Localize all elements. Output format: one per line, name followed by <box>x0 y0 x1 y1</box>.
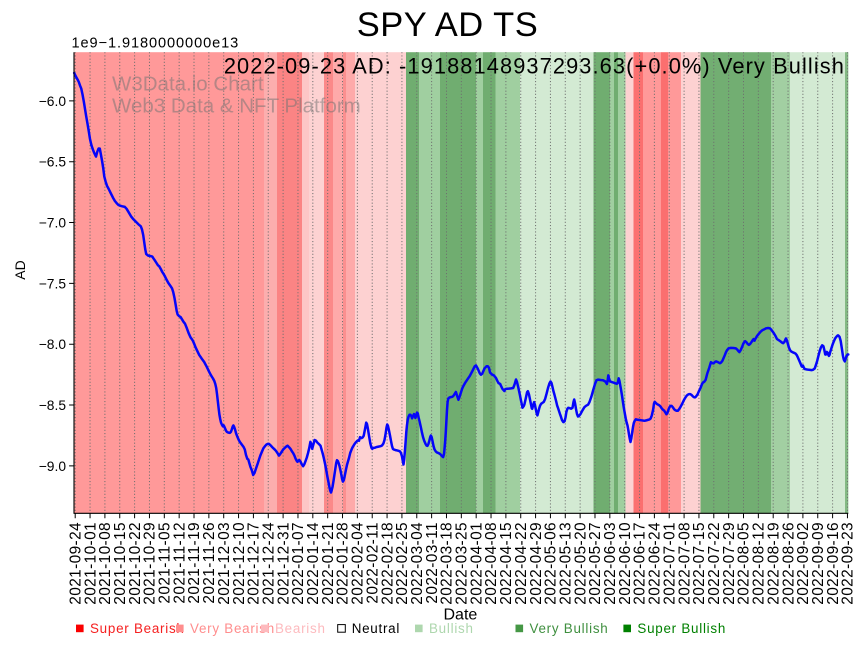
svg-text:−8.5: −8.5 <box>39 398 67 413</box>
svg-text:2022-06-17: 2022-06-17 <box>632 522 649 605</box>
svg-text:2022-08-12: 2022-08-12 <box>751 522 768 605</box>
svg-text:2022-03-04: 2022-03-04 <box>409 522 426 605</box>
svg-text:2022-06-10: 2022-06-10 <box>617 522 634 605</box>
svg-text:Bullish: Bullish <box>429 621 474 636</box>
svg-text:−7.0: −7.0 <box>39 216 67 231</box>
svg-text:Bearish: Bearish <box>275 621 326 636</box>
svg-text:Super Bullish: Super Bullish <box>637 621 726 636</box>
svg-text:2022-03-18: 2022-03-18 <box>439 522 456 605</box>
svg-text:2022-03-25: 2022-03-25 <box>454 522 471 605</box>
svg-text:2022-02-11: 2022-02-11 <box>364 522 381 604</box>
svg-text:W3Data.io Chart: W3Data.io Chart <box>112 72 264 95</box>
svg-text:Very Bullish: Very Bullish <box>530 621 609 636</box>
svg-text:2022-02-25: 2022-02-25 <box>394 522 411 605</box>
svg-text:2022-05-27: 2022-05-27 <box>587 522 604 605</box>
svg-text:2021-11-05: 2021-11-05 <box>157 522 174 604</box>
svg-text:2022-09-16: 2022-09-16 <box>825 522 842 605</box>
svg-text:2022-04-15: 2022-04-15 <box>498 522 515 605</box>
svg-text:2022-07-15: 2022-07-15 <box>691 522 708 605</box>
svg-text:2021-10-22: 2021-10-22 <box>127 522 144 605</box>
svg-text:2021-12-31: 2021-12-31 <box>275 522 292 605</box>
svg-text:2022-08-19: 2022-08-19 <box>765 522 782 605</box>
svg-text:−6.0: −6.0 <box>39 94 67 109</box>
svg-text:−8.0: −8.0 <box>39 337 67 352</box>
svg-text:−6.5: −6.5 <box>39 155 67 170</box>
svg-text:2021-10-01: 2021-10-01 <box>82 522 99 605</box>
svg-text:2022-06-24: 2022-06-24 <box>647 522 664 605</box>
svg-text:2021-10-29: 2021-10-29 <box>142 522 159 605</box>
svg-text:2021-12-24: 2021-12-24 <box>260 522 277 605</box>
svg-text:2022-05-13: 2022-05-13 <box>557 522 574 605</box>
svg-text:2022-04-01: 2022-04-01 <box>468 522 485 605</box>
svg-text:2022-09-02: 2022-09-02 <box>795 522 812 605</box>
svg-text:2021-10-08: 2021-10-08 <box>97 522 114 605</box>
svg-text:2022-08-05: 2022-08-05 <box>736 522 753 605</box>
svg-text:2022-04-22: 2022-04-22 <box>513 522 530 605</box>
svg-text:2022-04-08: 2022-04-08 <box>483 522 500 605</box>
svg-text:Very Bearish: Very Bearish <box>190 621 275 636</box>
svg-text:Web3 Data & NFT Platform: Web3 Data & NFT Platform <box>112 95 361 118</box>
svg-text:2021-11-19: 2021-11-19 <box>186 522 203 604</box>
svg-text:2022-07-29: 2022-07-29 <box>721 522 738 605</box>
svg-text:2022-07-01: 2022-07-01 <box>661 522 678 605</box>
svg-text:2021-11-12: 2021-11-12 <box>171 522 188 604</box>
svg-text:2022-05-06: 2022-05-06 <box>543 522 560 605</box>
svg-text:−9.0: −9.0 <box>39 459 67 474</box>
svg-text:2022-02-18: 2022-02-18 <box>379 522 396 605</box>
svg-text:2022-01-21: 2022-01-21 <box>320 522 337 605</box>
svg-text:2022-02-04: 2022-02-04 <box>350 522 367 605</box>
svg-text:2022-06-03: 2022-06-03 <box>602 522 619 605</box>
svg-text:2021-12-10: 2021-12-10 <box>231 522 248 605</box>
svg-text:2022-07-22: 2022-07-22 <box>706 522 723 605</box>
svg-text:Neutral: Neutral <box>352 621 400 636</box>
svg-text:−7.5: −7.5 <box>39 276 67 291</box>
svg-text:2021-12-03: 2021-12-03 <box>216 522 233 605</box>
svg-text:2021-11-26: 2021-11-26 <box>201 522 218 604</box>
svg-text:2022-03-11: 2022-03-11 <box>424 522 441 604</box>
svg-text:AD: AD <box>12 260 28 279</box>
svg-text:2021-10-15: 2021-10-15 <box>112 522 129 605</box>
svg-text:2022-01-14: 2022-01-14 <box>305 522 322 605</box>
svg-text:2022-07-08: 2022-07-08 <box>676 522 693 605</box>
svg-text:2022-01-28: 2022-01-28 <box>335 522 352 605</box>
svg-text:1e9−1.9180000000e13: 1e9−1.9180000000e13 <box>72 36 240 52</box>
svg-text:2022-08-26: 2022-08-26 <box>780 522 797 605</box>
svg-text:2022-05-20: 2022-05-20 <box>572 522 589 605</box>
svg-text:2022-04-29: 2022-04-29 <box>528 522 545 605</box>
svg-text:2021-09-24: 2021-09-24 <box>67 522 84 605</box>
svg-text:2021-12-17: 2021-12-17 <box>246 522 263 605</box>
svg-text:2022-09-23: 2022-09-23 <box>840 522 857 605</box>
svg-text:2022-09-23 AD: -19188148937293: 2022-09-23 AD: -19188148937293.63(+0.0%)… <box>224 53 845 78</box>
svg-text:Date: Date <box>444 607 478 624</box>
svg-text:2022-09-09: 2022-09-09 <box>810 522 827 605</box>
svg-text:Super Bearish: Super Bearish <box>90 621 185 636</box>
svg-text:2022-01-07: 2022-01-07 <box>290 522 307 605</box>
svg-text:SPY AD TS: SPY AD TS <box>357 6 539 44</box>
